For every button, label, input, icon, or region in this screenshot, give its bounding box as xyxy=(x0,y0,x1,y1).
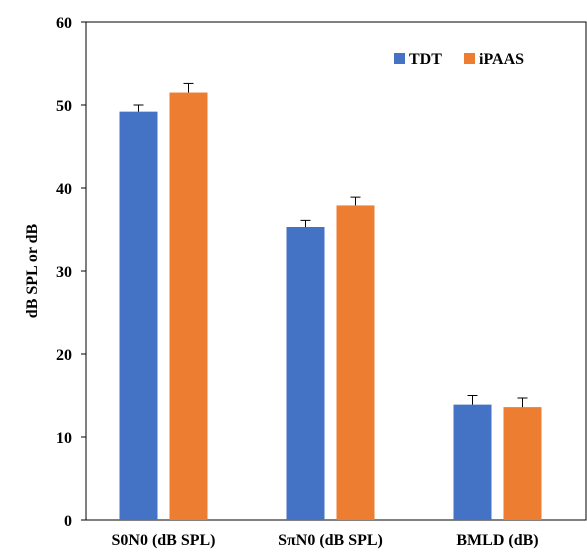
legend-label-ipaas: iPAAS xyxy=(479,51,524,68)
labels: 0 10 20 30 40 50 60 dB SPL or dB S0N0 (dB SPL) Sπ… xyxy=(24,15,539,549)
bar-tdt-2 xyxy=(453,404,492,520)
x-tick-label: BMLD (dB) xyxy=(456,532,538,549)
y-tick-label: 20 xyxy=(56,347,72,364)
legend-swatch-ipaas xyxy=(464,53,475,64)
legend-swatch-tdt xyxy=(394,53,405,64)
bars xyxy=(119,82,542,521)
y-tick-label: 10 xyxy=(56,430,72,447)
bar-ipaas-1 xyxy=(336,205,375,520)
bar-tdt-0 xyxy=(119,111,158,520)
legend: TDT iPAAS xyxy=(394,51,524,68)
y-tick-label: 30 xyxy=(56,264,72,281)
bar-ipaas-2 xyxy=(503,407,542,520)
bar-ipaas-0 xyxy=(169,92,208,521)
x-tick-label: SπN0 (dB SPL) xyxy=(278,532,383,549)
axes xyxy=(81,21,587,521)
y-tick-label: 0 xyxy=(64,513,72,530)
y-tick-label: 50 xyxy=(56,98,72,115)
x-tick-label: S0N0 (dB SPL) xyxy=(111,532,215,549)
y-tick-label: 60 xyxy=(56,15,72,32)
bar-tdt-1 xyxy=(286,227,325,520)
y-tick-label: 40 xyxy=(56,181,72,198)
y-axis-label: dB SPL or dB xyxy=(24,223,41,318)
legend-label-tdt: TDT xyxy=(409,51,442,68)
